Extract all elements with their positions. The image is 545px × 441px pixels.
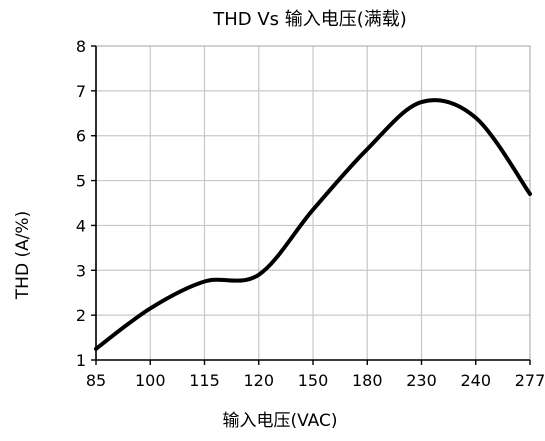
x-tick-label: 115 [189, 371, 220, 390]
grid [96, 46, 530, 360]
y-tick-label: 3 [76, 261, 86, 280]
x-tick-label: 150 [298, 371, 329, 390]
x-tick-label: 230 [406, 371, 437, 390]
x-tick-label: 85 [86, 371, 106, 390]
x-tick-label: 277 [515, 371, 545, 390]
x-tick-label: 100 [135, 371, 166, 390]
y-tick-label: 2 [76, 306, 86, 325]
y-tick-label: 6 [76, 127, 86, 146]
y-axis-label: THD (A/%) [13, 211, 33, 300]
y-tick-label: 8 [76, 37, 86, 56]
series-layer [94, 98, 532, 351]
x-tick-label: 180 [352, 371, 383, 390]
series-line [94, 98, 532, 351]
chart-title: THD Vs 输入电压(满载) [212, 9, 407, 30]
y-tick-label: 5 [76, 172, 86, 191]
y-tick-label: 1 [76, 351, 86, 370]
y-axis-ticks: 1 2 3 4 5 6 7 8 [76, 37, 96, 370]
x-axis-label: 输入电压(VAC) [222, 411, 337, 431]
x-tick-label: 120 [243, 371, 274, 390]
y-tick-label: 7 [76, 82, 86, 101]
y-tick-label: 4 [76, 216, 86, 235]
x-axis-ticks: 85 100 115 120 150 180 230 240 277 [86, 360, 545, 390]
x-tick-label: 240 [460, 371, 491, 390]
